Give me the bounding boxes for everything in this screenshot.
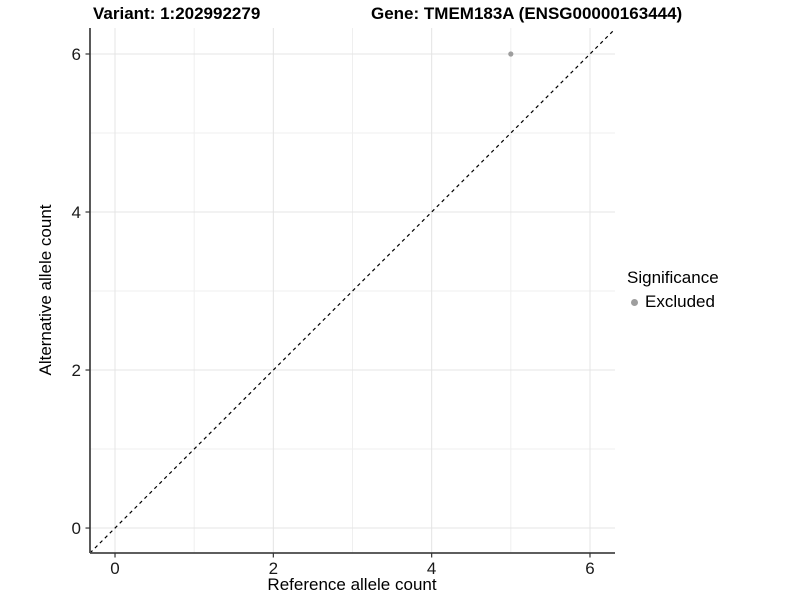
legend-item-excluded: Excluded xyxy=(627,292,719,312)
x-tick-label: 6 xyxy=(585,559,594,578)
x-axis-title: Reference allele count xyxy=(267,575,437,594)
x-tick-label: 0 xyxy=(110,559,119,578)
plot-title-gene: Gene: TMEM183A (ENSG00000163444) xyxy=(371,4,683,23)
y-axis-title: Alternative allele count xyxy=(36,204,55,376)
x-tick-label: 4 xyxy=(427,559,436,578)
y-tick-label: 2 xyxy=(72,361,81,380)
identity-reference-line xyxy=(90,28,615,553)
legend-point-marker xyxy=(631,298,638,306)
plot-title-variant: Variant: 1:202992279 xyxy=(93,4,261,23)
legend-item-label: Excluded xyxy=(645,292,715,311)
data-point xyxy=(508,51,514,57)
x-tick-label: 2 xyxy=(269,559,278,578)
legend-title: Significance xyxy=(627,268,719,287)
y-tick-label: 4 xyxy=(72,203,81,222)
legend: Significance Excluded xyxy=(627,268,719,312)
y-tick-label: 0 xyxy=(72,519,81,538)
y-tick-label: 6 xyxy=(72,45,81,64)
